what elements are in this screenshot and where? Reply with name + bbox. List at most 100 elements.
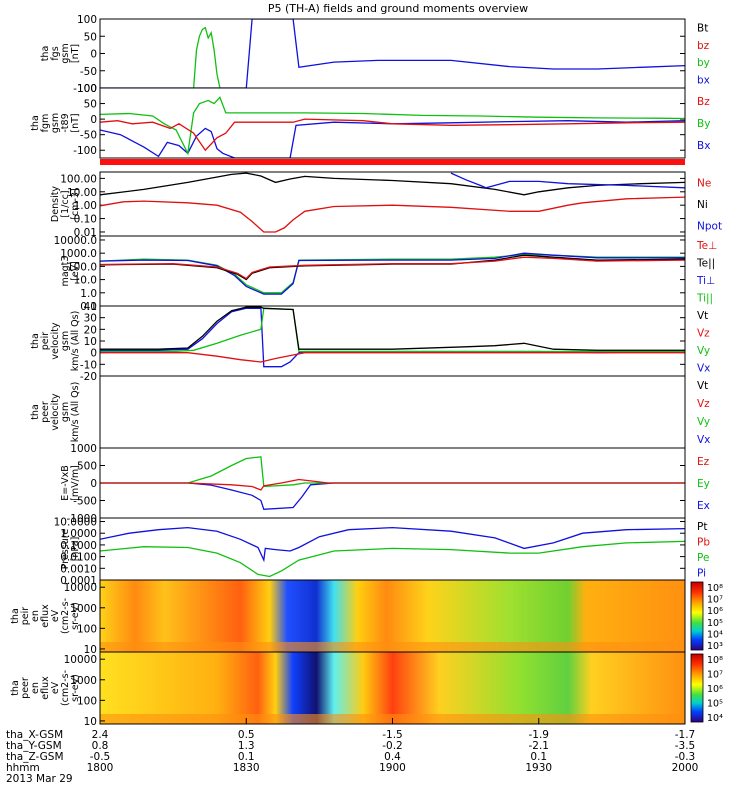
series-group (100, 456, 685, 510)
y-tick-label: 10000.0 (54, 235, 97, 247)
series-ne-line (100, 196, 685, 233)
legend-entry: Bz (697, 96, 710, 108)
y-axis-label-line: [mV/m] (70, 465, 81, 501)
y-axis-label-line: fgs (50, 46, 61, 60)
legend-entry: Vz (697, 327, 710, 339)
y-axis-label: Pressure [nPa] (60, 529, 81, 570)
legend-entry: Ti⊥ (696, 275, 715, 287)
y-axis-label: tha peir en eflux eV (cm2-s-sr-eV) (10, 598, 81, 634)
panel-fgm: 100 50 0 -50 -100 tha fgm gsm -t89 [nT] Bz By Bx (30, 83, 710, 159)
orbit-row-label: tha_Y-GSM (6, 740, 62, 752)
series-vx-line (100, 307, 685, 368)
y-axis-label-line: en (30, 610, 41, 622)
series-bx-line (100, 19, 685, 88)
y-axis-label-line: peer (40, 401, 51, 423)
orbit-row-value: -0.3 (675, 751, 696, 763)
panel-frame (99, 18, 686, 89)
y-axis-label-line: peir (40, 332, 51, 351)
panel-fgs: 100 50 0 -50 -100 tha fgs gsm [nT] Bt bz by bx (40, 14, 710, 95)
legend-entry: Vy (697, 345, 710, 357)
y-axis-label-line: fgm (40, 114, 51, 133)
y-tick-label: 0 (90, 114, 97, 126)
x-tick-label: 1800 (87, 762, 114, 774)
legend-entry: bx (697, 74, 710, 86)
panel-efield: 1000 500 0 -500 -1000 E=-VxB [mV/m] Ez Ey Ex (60, 443, 710, 525)
y-tick-label: 100.00 (60, 173, 97, 185)
legend-entry: Ez (697, 456, 710, 468)
legend-entry: Npot (697, 220, 722, 232)
y-axis-label: tha peer velocity gsm km/s (All Qs) (30, 382, 81, 443)
y-axis-label-line: tha (30, 333, 41, 349)
series-npot-line (450, 172, 685, 189)
y-tick-label: 10 (84, 716, 97, 728)
series-te-line (100, 256, 685, 280)
orbit-row-value: -1.9 (529, 729, 550, 741)
series-group (100, 306, 685, 368)
orbit-row-value: 0.4 (384, 751, 401, 763)
legend-entry: Pt (697, 521, 707, 533)
legend-entry: Pb (697, 536, 710, 548)
y-axis-label: tha fgm gsm -t89 [nT] (30, 113, 81, 133)
time-axis-footer: tha_X-GSM 2.4 0.5 -1.5 -1.9 -1.7 tha_Y-GSM 0.8 1… (6, 718, 698, 785)
series-group (100, 252, 685, 295)
legend-entry: Ti|| (696, 292, 713, 304)
y-axis-label-line: Density (50, 186, 61, 222)
colorbar-tick-label: 10⁴ (707, 629, 723, 640)
series-group (100, 19, 685, 88)
panel-frame (99, 305, 686, 377)
y-axis-label: tha peir velocity gsm km/s (All Qs) (30, 311, 81, 372)
x-tick-label: 2000 (672, 762, 699, 774)
y-axis-label-line: -t89 (60, 113, 71, 132)
legend-entry: bz (697, 40, 710, 52)
y-tick-label: 0 (90, 478, 97, 490)
y-tick-label: 100 (77, 695, 97, 707)
y-tick-label: 0 (90, 348, 97, 360)
panel-frame (99, 87, 686, 159)
legend-entry: Ne (697, 178, 711, 190)
orbit-row-value: -1.5 (382, 729, 403, 741)
y-axis-label: Density [1/cc] [cm-3] (50, 186, 81, 222)
legend-entry: By (697, 118, 710, 130)
orbit-row-value: 0.8 (92, 740, 109, 752)
y-axis-label-line: gsm (50, 113, 61, 133)
y-tick-label: 0.0100 (60, 552, 97, 564)
y-tick-label: 50 (84, 99, 97, 111)
legend-entry: by (697, 57, 710, 69)
legend-entry: Ex (697, 500, 710, 512)
panel-density: 100.00 10.001.00 0.100.01 Density [1/cc] [cm-… (50, 171, 722, 239)
y-tick-label: 10000 (64, 654, 97, 666)
y-tick-label: -50 (80, 130, 97, 142)
y-axis-label-line: gsm (60, 402, 71, 422)
colorbar-tick-label: 10⁶ (707, 606, 723, 617)
y-tick-label: -50 (80, 66, 97, 78)
series-pi-line (100, 526, 685, 563)
y-axis-label-line: tha (40, 46, 51, 62)
orbit-row-value: -2.1 (529, 740, 550, 752)
y-tick-label: -20 (80, 371, 97, 383)
legend-entry: Vz (697, 398, 710, 410)
colorbar-tick-label: 10⁷ (707, 595, 723, 606)
y-tick-label: 1000.0 (60, 248, 97, 260)
colorbar-tick-label: 10⁶ (707, 684, 723, 695)
y-axis-label-line: Pressure (60, 529, 71, 570)
x-tick-label: 1830 (233, 762, 260, 774)
legend-entry: Vx (697, 434, 710, 446)
y-axis-label-line: eflux (40, 676, 51, 700)
time-axis-label: hhmm (6, 762, 40, 774)
y-axis-label-line: tha (10, 680, 21, 696)
y-tick-label: -100 (73, 145, 97, 157)
y-axis-label-line: gsm (60, 331, 71, 351)
y-axis-label-line: magt3 (60, 256, 71, 287)
y-axis-label-line: km/s (All Qs) (70, 311, 81, 372)
series-ez-line (100, 478, 685, 491)
colorbar-tick-label: 10⁴ (707, 713, 723, 724)
series-group (100, 96, 685, 158)
y-tick-label: 100 (77, 83, 97, 95)
y-tick-label: 100.0 (67, 261, 97, 273)
orbit-row-label: tha_X-GSM (6, 729, 63, 741)
y-tick-label: 10000 (64, 582, 97, 594)
y-tick-label: 0.0001 (60, 575, 97, 587)
